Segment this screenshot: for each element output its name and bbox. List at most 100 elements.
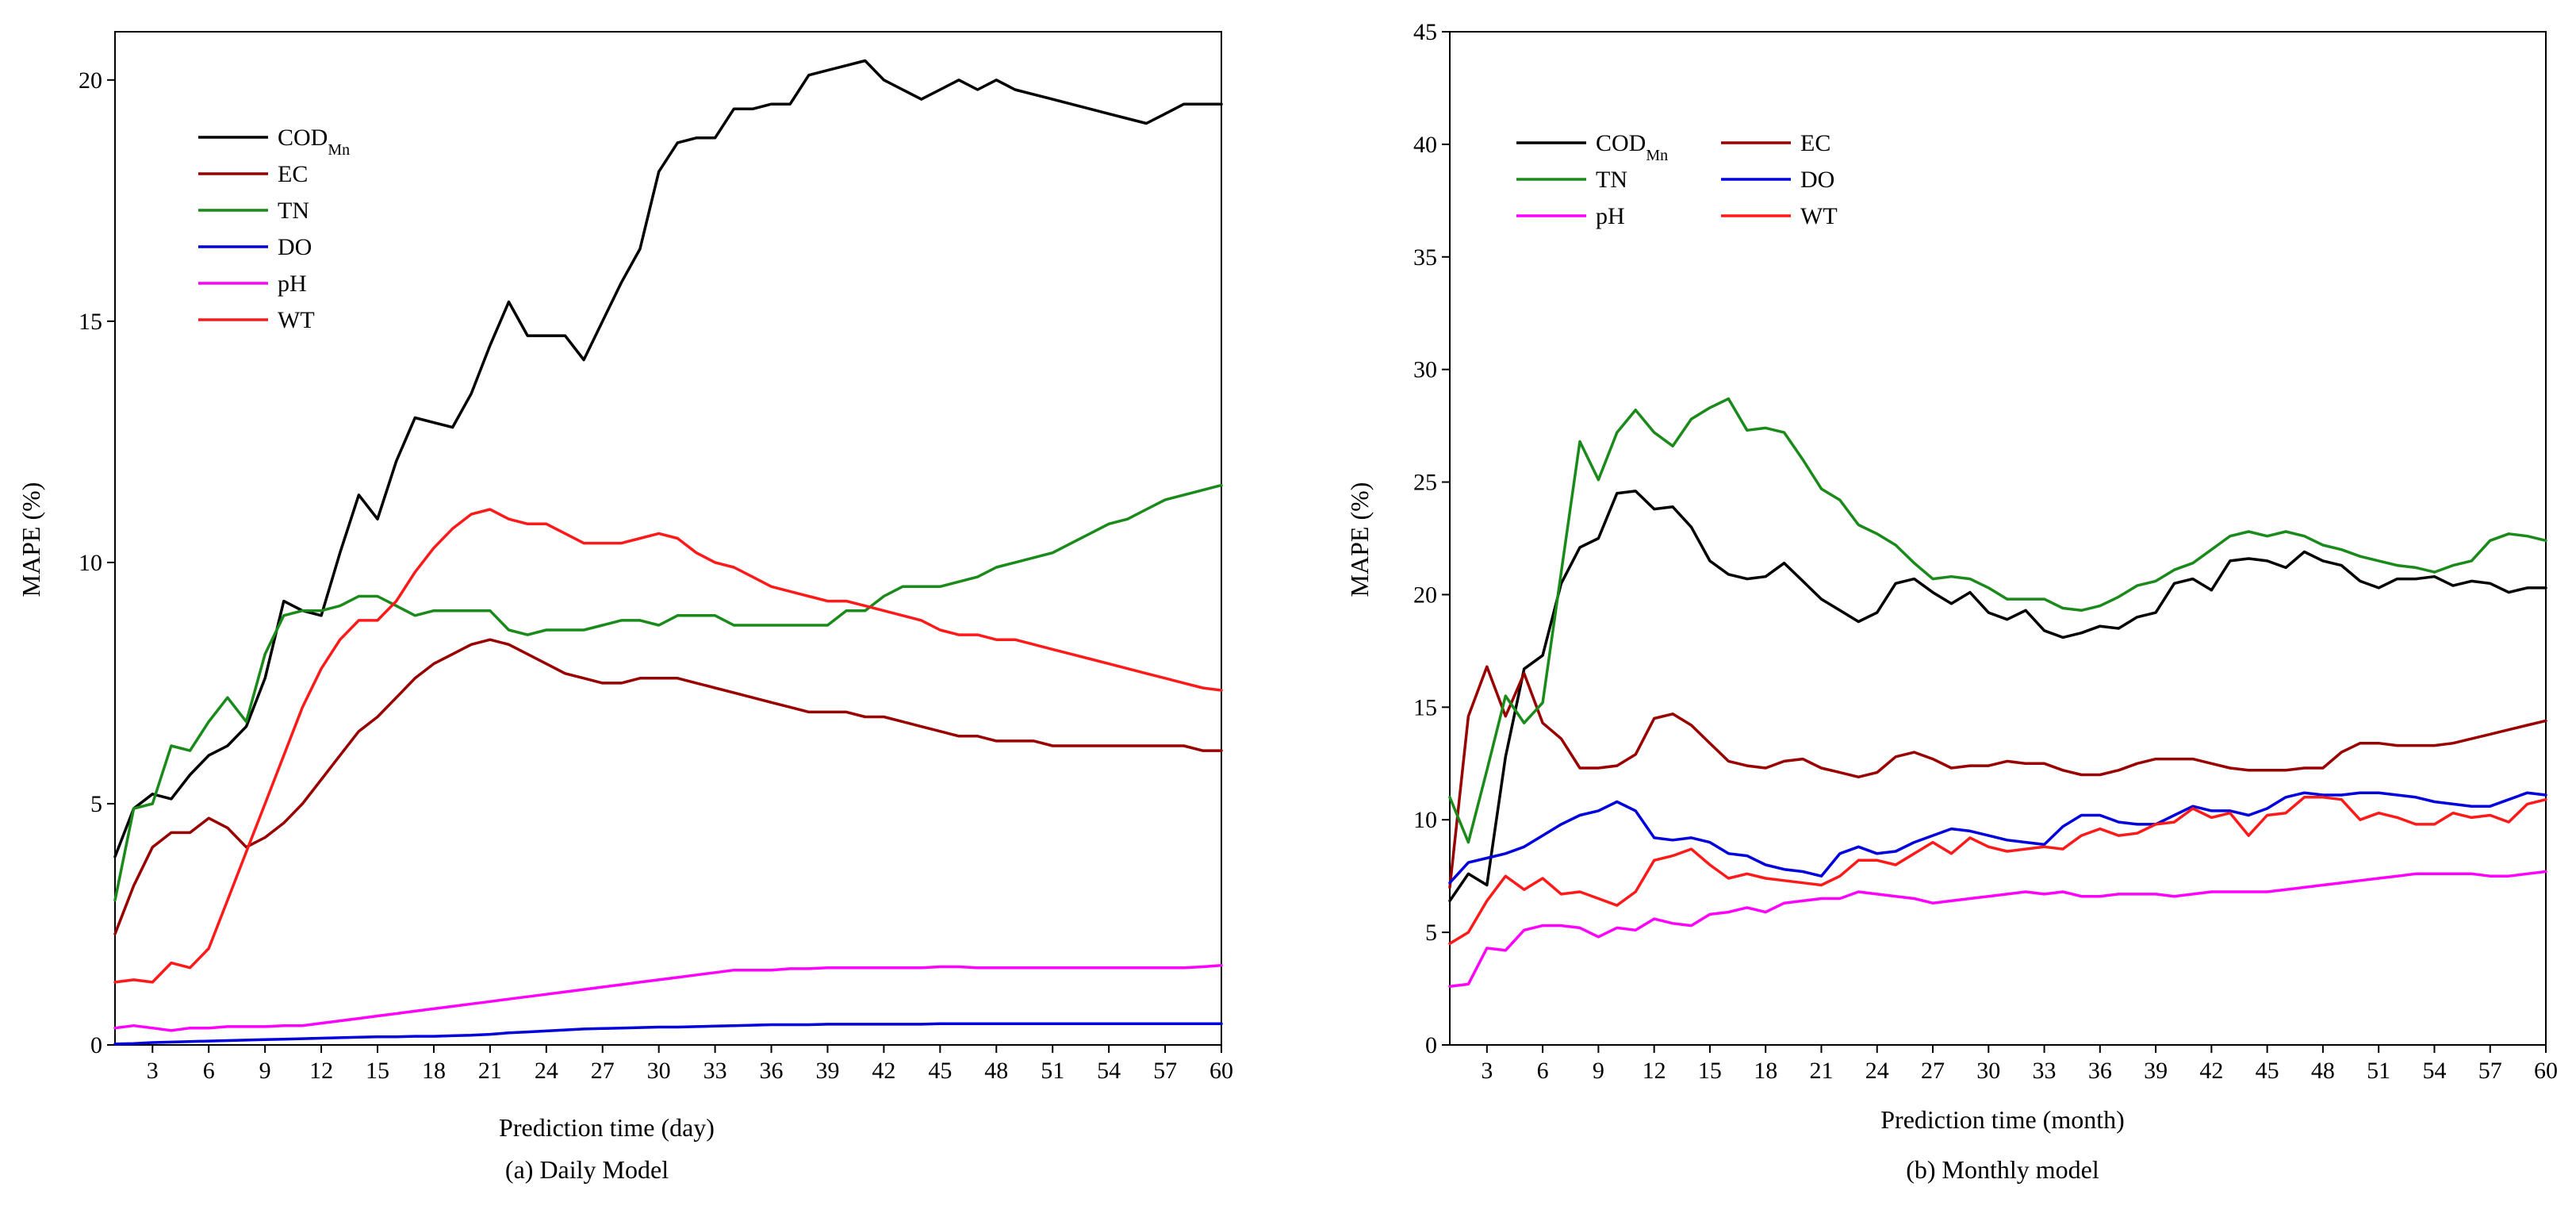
legend-item-cod: CODMn [1516, 130, 1668, 164]
x-tick-label: 48 [984, 1058, 1008, 1084]
plot-frame-daily [114, 31, 1222, 1046]
y-tick-label: 20 [79, 67, 102, 94]
x-tick-label: 15 [366, 1058, 389, 1084]
x-tick-label: 36 [2088, 1058, 2112, 1084]
series-line-cod-monthly [1448, 490, 2547, 903]
legend-label: DO [1800, 167, 1834, 193]
panel-daily-model: 3 6 9 12 15 18 21 24 27 30 33 36 39 42 45 48 51 54 57 60051… [17, 31, 1233, 1184]
x-tick-label: 21 [478, 1058, 502, 1084]
x-tick-label: 12 [1643, 1058, 1666, 1084]
legend-label: DO [278, 234, 312, 260]
y-axis-label-monthly: MAPE (%) [1345, 482, 1374, 597]
legend-item-tn: TN [1516, 167, 1627, 193]
y-tick-label: 5 [90, 791, 102, 817]
x-tick-label: 18 [1754, 1058, 1777, 1084]
x-tick-label: 27 [591, 1058, 615, 1084]
legend-label: TN [278, 198, 309, 224]
x-tick-label: 30 [647, 1058, 671, 1084]
x-tick-label: 24 [1865, 1058, 1889, 1084]
series-line-ph-daily [113, 963, 1223, 1032]
y-tick-label: 45 [1413, 19, 1437, 45]
y-tick-label: 40 [1413, 132, 1437, 158]
x-tick-label: 9 [259, 1058, 271, 1084]
x-tick-label: 54 [2422, 1058, 2446, 1084]
panel-monthly-model: 3 6 9 12 15 18 21 24 27 30 33 36 39 42 45 48 51 54 57 60051… [1345, 19, 2558, 1184]
legend-label: WT [1800, 203, 1838, 229]
y-tick-label: 0 [90, 1032, 102, 1058]
legend-label: CODMn [278, 125, 350, 159]
y-tick-label: 20 [1413, 582, 1437, 608]
y-tick-label: 30 [1413, 357, 1437, 383]
x-tick-label: 30 [1976, 1058, 2000, 1084]
x-tick-label: 51 [1041, 1058, 1064, 1084]
x-tick-label: 39 [815, 1058, 839, 1084]
legend-item-do: DO [198, 234, 312, 260]
legend-item-ec: EC [1721, 130, 1830, 156]
caption-daily: (a) Daily Model [505, 1155, 669, 1184]
series-line-wt-daily [113, 508, 1223, 984]
legend-item-wt: WT [198, 307, 315, 333]
x-tick-label: 6 [203, 1058, 215, 1084]
x-tick-label: 60 [2534, 1058, 2558, 1084]
series-line-wt-monthly [1448, 796, 2547, 946]
x-tick-label: 54 [1097, 1058, 1121, 1084]
legend-monthly: CODMn EC TN DO pH WT [1516, 130, 1838, 229]
legend-label: TN [1596, 167, 1627, 193]
x-axis-label-monthly: Prediction time (month) [1880, 1105, 2125, 1134]
y-tick-label: 15 [1413, 694, 1437, 720]
legend-label: pH [1596, 203, 1625, 229]
series-line-ec-monthly [1448, 665, 2547, 889]
y-tick-label: 10 [1413, 807, 1437, 833]
y-axis-label-daily: MAPE (%) [17, 482, 45, 597]
legend-label: EC [278, 161, 308, 187]
x-tick-label: 39 [2144, 1058, 2168, 1084]
x-tick-label: 15 [1698, 1058, 1722, 1084]
x-tick-label: 42 [2199, 1058, 2223, 1084]
x-tick-label: 60 [1209, 1058, 1233, 1084]
legend-item-tn: TN [198, 198, 309, 224]
x-tick-label: 27 [1921, 1058, 1945, 1084]
x-tick-label: 3 [1481, 1058, 1493, 1084]
y-tick-label: 15 [79, 309, 102, 335]
legend-label: pH [278, 271, 307, 297]
y-tick-label: 10 [79, 550, 102, 576]
series-line-cod-daily [113, 59, 1223, 858]
legend-label: WT [278, 307, 315, 333]
x-axis-label-daily: Prediction time (day) [499, 1113, 715, 1142]
legend-item-ec: EC [198, 161, 308, 187]
x-tick-label: 42 [872, 1058, 895, 1084]
legend-item-wt: WT [1721, 203, 1838, 229]
plot-frame-monthly [1449, 31, 2547, 1046]
series-line-do-monthly [1448, 791, 2547, 885]
legend-label: CODMn [1596, 130, 1668, 164]
x-tick-label: 48 [2311, 1058, 2335, 1084]
x-tick-label: 45 [928, 1058, 952, 1084]
y-tick-label: 0 [1425, 1032, 1437, 1058]
y-tick-label: 35 [1413, 244, 1437, 271]
x-tick-label: 24 [535, 1058, 558, 1084]
legend-item-do: DO [1721, 167, 1834, 193]
x-tick-label: 33 [703, 1058, 727, 1084]
series-line-do-daily [113, 1022, 1223, 1046]
x-tick-label: 12 [309, 1058, 333, 1084]
x-tick-label: 6 [1537, 1058, 1549, 1084]
x-tick-label: 3 [147, 1058, 159, 1084]
series-line-tn-monthly [1448, 397, 2547, 844]
legend-item-ph: pH [198, 271, 307, 297]
series-line-ec-daily [113, 638, 1223, 935]
x-tick-label: 57 [1153, 1058, 1177, 1084]
x-tick-label: 45 [2256, 1058, 2279, 1084]
series-line-ph-monthly [1448, 870, 2547, 988]
x-tick-label: 18 [422, 1058, 446, 1084]
x-tick-label: 33 [2033, 1058, 2057, 1084]
legend-item-cod: CODMn [198, 125, 350, 159]
series-line-tn-daily [113, 483, 1223, 902]
x-tick-label: 36 [760, 1058, 784, 1084]
y-tick-label: 25 [1413, 470, 1437, 496]
x-tick-label: 21 [1809, 1058, 1833, 1084]
caption-monthly: (b) Monthly model [1906, 1155, 2099, 1184]
legend-item-ph: pH [1516, 203, 1625, 229]
x-tick-label: 9 [1593, 1058, 1604, 1084]
